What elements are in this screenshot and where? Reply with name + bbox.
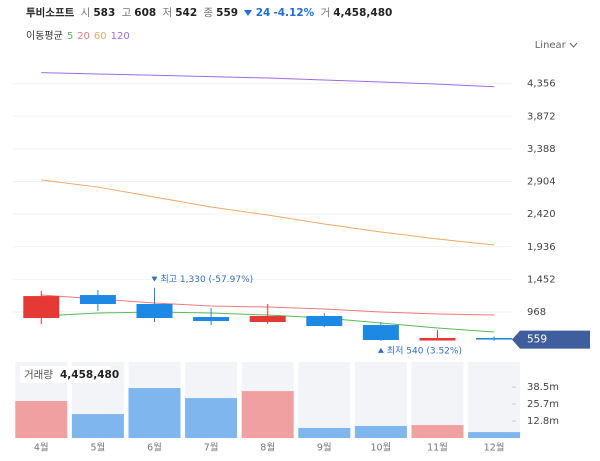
- ma-line: [41, 179, 495, 246]
- candle-body: [419, 337, 456, 341]
- volume-bar: [71, 414, 124, 438]
- quote-value: 608: [134, 7, 157, 19]
- y-tick-label: 3,388: [527, 144, 556, 155]
- volume-value: 4,458,480: [333, 7, 393, 19]
- legend-entry: 5: [66, 31, 74, 42]
- y-tick-label: 12.8m: [527, 416, 559, 427]
- ma-legend: 이동평균 5 20 60 120: [26, 27, 134, 42]
- candle-body: [249, 316, 286, 323]
- y-tick-label: 2,904: [527, 177, 556, 188]
- candle-body: [79, 295, 116, 305]
- annotation-arrow: [377, 347, 384, 353]
- y-tick-label: 25.7m: [527, 399, 559, 410]
- chevron: [569, 42, 578, 48]
- ma-line: [41, 72, 495, 88]
- x-tick-label: 6월: [147, 442, 162, 454]
- x-tick-label: 9월: [317, 442, 332, 454]
- down-arrow: [244, 10, 253, 16]
- candle-body: [362, 325, 399, 341]
- header: 투비소프트 시 583 고 608 저 542 종 559 24 -4.12% 거 4,45…: [26, 5, 395, 20]
- quote-value: 559: [216, 7, 239, 19]
- volume-title-value: 4,458,480: [60, 369, 119, 381]
- volume-bar: [128, 388, 181, 438]
- quote-value: 542: [175, 7, 198, 19]
- volume-column-bg: [354, 362, 407, 438]
- quote-value: 583: [93, 7, 116, 19]
- volume-bar: [15, 400, 68, 438]
- ma-label: 이동평균: [26, 31, 63, 42]
- candle-body: [306, 316, 343, 327]
- y-tick-label: 38.5m: [527, 382, 559, 393]
- last-price-tag: [512, 330, 590, 349]
- volume-bar: [468, 432, 521, 438]
- volume-title-bg: [20, 366, 110, 383]
- x-tick-label: 5월: [91, 442, 106, 454]
- change: 24: [255, 7, 271, 19]
- annotation: 최고 1,330 (-57.97%): [161, 274, 254, 285]
- change-pct: -4.12%: [273, 7, 315, 19]
- candle-body: [136, 304, 173, 319]
- x-tick-label: 10월: [370, 442, 391, 454]
- volume-bar: [298, 427, 351, 438]
- quote-label: 종: [203, 7, 214, 19]
- last-price-label: 559: [527, 334, 547, 346]
- scale-mode[interactable]: Linear: [535, 40, 578, 51]
- x-tick-label: 8월: [260, 442, 275, 454]
- candle-body: [193, 317, 230, 322]
- x-tick-label: 12월: [484, 442, 505, 454]
- volume-bar: [354, 425, 407, 438]
- quote-label: 저: [162, 7, 173, 19]
- y-tick-label: 3,872: [527, 111, 556, 122]
- volume-title: 거래량: [24, 369, 53, 381]
- annotation: 최저 540 (3.52%): [387, 345, 462, 356]
- y-tick-label: 968: [527, 307, 546, 318]
- y-tick-label: 1,936: [527, 242, 556, 253]
- legend-entry: 120: [110, 31, 130, 42]
- candle-body: [476, 337, 513, 340]
- x-tick-label: 11월: [427, 442, 448, 454]
- quote-label: 시: [80, 7, 91, 19]
- legend-entry: 60: [93, 31, 107, 42]
- legend-entry: 20: [77, 31, 90, 42]
- candle-body: [23, 296, 60, 319]
- volume-bar: [185, 398, 238, 438]
- volume-label: 거: [320, 7, 331, 19]
- scale-mode-text: Linear: [534, 40, 566, 51]
- volume-bar: [411, 425, 464, 438]
- x-tick-label: 4월: [34, 442, 49, 454]
- volume-column-bg: [468, 362, 521, 438]
- y-tick-label: 1,452: [527, 274, 556, 285]
- quote-label: 고: [121, 7, 132, 19]
- x-tick-label: 7월: [204, 442, 219, 454]
- volume-bar: [241, 391, 294, 438]
- y-tick-label: 2,420: [527, 209, 556, 220]
- annotation-arrow: [151, 276, 158, 282]
- volume-column-bg: [298, 362, 351, 438]
- y-tick-label: 4,356: [527, 79, 556, 90]
- stock-name: 투비소프트: [26, 7, 75, 19]
